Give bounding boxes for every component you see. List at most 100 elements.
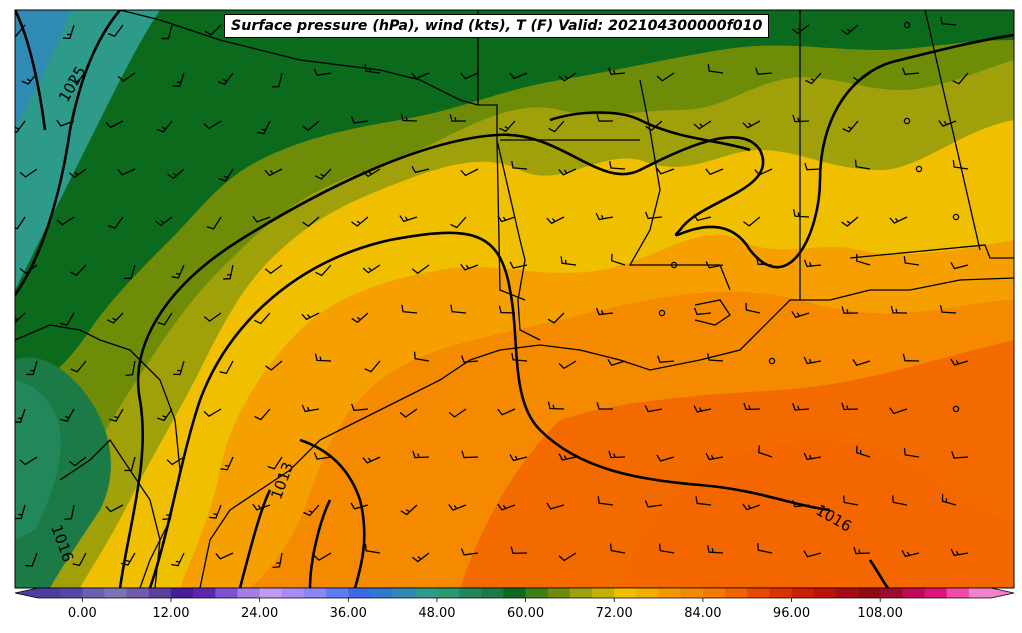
calm-wind-marker	[903, 117, 911, 125]
wind-barb	[460, 263, 479, 271]
wind-barb	[558, 552, 577, 562]
wind-barb	[743, 402, 761, 411]
wind-barb	[548, 120, 565, 133]
wind-barb	[256, 120, 271, 135]
colorbar-cell	[592, 588, 615, 598]
wind-barb	[400, 504, 418, 516]
temperature-colorbar	[14, 587, 1015, 602]
wind-barb	[19, 264, 38, 274]
wind-barb	[364, 360, 381, 373]
wind-barb	[350, 502, 369, 510]
wind-barb	[742, 120, 761, 129]
colorbar-cell	[193, 588, 216, 598]
wind-barb	[791, 311, 810, 319]
wind-barb	[950, 548, 969, 557]
wind-barb	[461, 450, 479, 459]
wind-barb	[107, 216, 124, 230]
wind-barb	[350, 116, 369, 124]
geographic-borders	[15, 10, 1014, 588]
wind-barb	[903, 255, 920, 266]
colorbar-cell	[769, 588, 793, 598]
calm-wind-marker	[670, 261, 678, 269]
wind-barb	[853, 546, 871, 555]
wind-barb	[498, 305, 516, 314]
colorbar-outline	[14, 587, 1015, 599]
wind-barb	[792, 403, 810, 411]
wind-barb	[509, 72, 528, 80]
wind-barb	[125, 360, 136, 377]
wind-barb	[803, 356, 822, 365]
wind-barb	[69, 264, 87, 277]
wind-barb	[411, 552, 430, 563]
wind-barb	[68, 456, 87, 467]
wind-barb	[509, 454, 528, 462]
wind-barb	[449, 114, 467, 122]
colorbar-cell	[968, 588, 992, 598]
wind-barb	[362, 456, 381, 464]
colorbar-cell	[614, 588, 637, 598]
wind-barb	[69, 72, 87, 84]
wind-barb	[693, 120, 712, 130]
wind-barb	[26, 360, 38, 376]
wind-barb	[889, 407, 908, 415]
wind-barb	[596, 402, 614, 410]
colorbar-cell	[38, 588, 61, 598]
colorbar-cell	[303, 588, 327, 598]
colorbar-cell	[924, 588, 948, 598]
wind-barb	[64, 504, 75, 520]
wind-barb	[843, 495, 859, 506]
wind-barb	[952, 72, 969, 85]
colorbar-cell	[503, 588, 527, 598]
wind-barb	[56, 216, 75, 226]
colorbar-cell	[459, 588, 482, 598]
wind-barb	[856, 445, 871, 458]
wind-barb	[314, 168, 332, 180]
wind-barb	[301, 312, 320, 321]
wind-barb	[450, 304, 467, 314]
wind-barb	[804, 162, 822, 171]
wind-barb	[460, 72, 479, 80]
wind-barb	[15, 408, 26, 423]
colorbar-cell	[791, 588, 815, 598]
wind-barb	[805, 72, 822, 85]
wind-barb	[105, 504, 124, 513]
wind-barb	[938, 120, 957, 127]
wind-barb	[271, 72, 283, 88]
wind-barb	[117, 72, 136, 82]
colorbar-cell	[148, 588, 172, 598]
wind-barb	[313, 452, 332, 460]
colorbar-cell	[569, 588, 593, 598]
wind-barb	[758, 445, 773, 458]
wind-barb	[892, 495, 908, 506]
wind-barb	[171, 552, 185, 567]
wind-barb	[265, 360, 283, 371]
wind-barb	[109, 408, 124, 422]
wind-barb	[60, 408, 75, 422]
wind-barb	[461, 355, 479, 363]
colorbar-cell	[658, 588, 682, 598]
wind-barb	[499, 120, 516, 133]
wind-barb	[939, 305, 957, 314]
colorbar-cell	[880, 588, 903, 598]
wind-barb	[252, 215, 271, 223]
wind-barb	[755, 67, 773, 75]
wind-barb	[362, 264, 381, 274]
wind-barb	[509, 261, 528, 269]
colorbar-tick-label: 48.00	[418, 606, 456, 621]
colorbar-cell	[215, 588, 239, 598]
wind-barb	[252, 503, 271, 511]
wind-barb	[413, 351, 430, 362]
colorbar-cell	[902, 588, 926, 598]
wind-barb	[497, 215, 516, 223]
wind-barb	[157, 408, 173, 422]
wind-barb	[707, 63, 724, 74]
wind-barb	[460, 548, 479, 556]
colorbar-cell	[170, 588, 194, 598]
wind-barb	[902, 353, 920, 362]
wind-barb	[254, 408, 271, 421]
wind-barb	[162, 504, 173, 520]
colorbar-extend-min	[15, 588, 38, 598]
wind-barb	[558, 360, 577, 370]
wind-barb	[610, 253, 626, 266]
colorbar-tick-label: 36.00	[329, 606, 367, 621]
